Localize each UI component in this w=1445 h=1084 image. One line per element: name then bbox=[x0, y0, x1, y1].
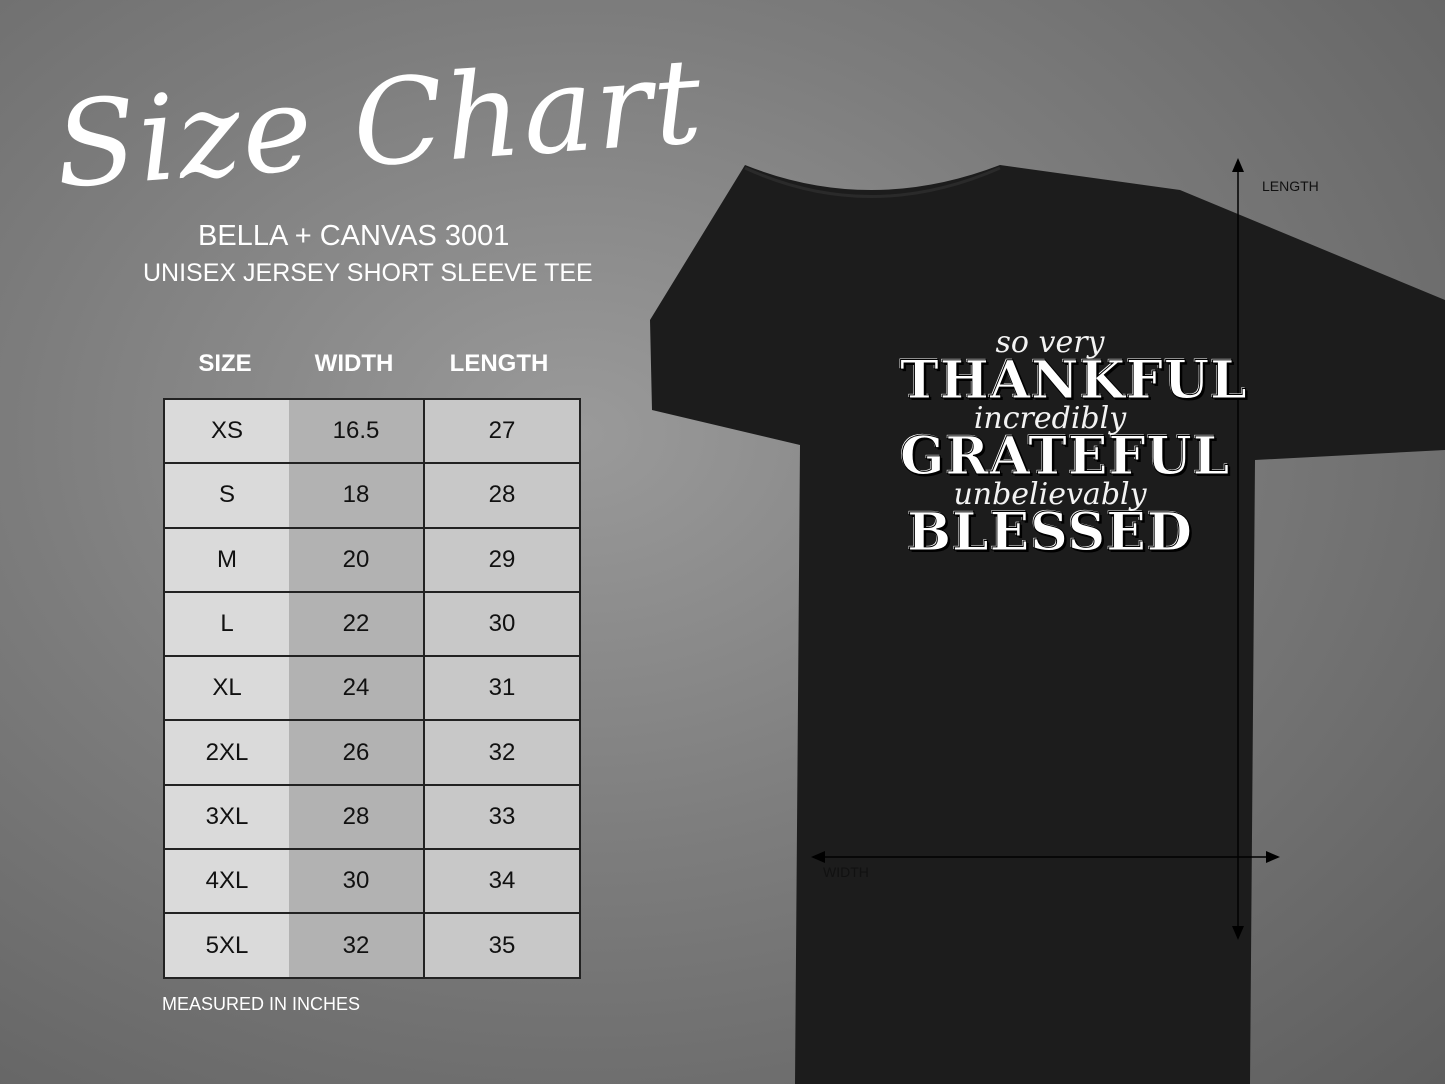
tshirt-shape bbox=[650, 165, 1445, 1084]
units-note: MEASURED IN INCHES bbox=[162, 994, 361, 1014]
product-subtitle: UNISEX JERSEY SHORT SLEEVE TEE bbox=[143, 259, 593, 287]
shirt-print-design: so very THANKFUL incredibly GRATEFUL unb… bbox=[900, 325, 1248, 563]
width-arrow-head-right bbox=[1266, 851, 1280, 863]
width-arrow-head-left bbox=[811, 851, 825, 863]
table-row: XS 16.5 27 bbox=[163, 397, 581, 465]
length-arrow-head-top bbox=[1232, 158, 1244, 172]
width-cell: 24 bbox=[289, 655, 424, 722]
brand-model: BELLA + CANVAS 3001 bbox=[198, 220, 510, 252]
size-cell: XS bbox=[163, 397, 289, 465]
length-cell: 34 bbox=[423, 848, 581, 915]
width-cell: 30 bbox=[289, 848, 424, 915]
table-row: 3XL 28 33 bbox=[163, 783, 581, 851]
column-header-size: SIZE bbox=[198, 350, 252, 377]
table-row: XL 24 31 bbox=[163, 655, 581, 722]
length-cell: 27 bbox=[423, 397, 581, 465]
width-cell: 32 bbox=[289, 912, 424, 979]
size-cell: XL bbox=[163, 655, 289, 722]
width-cell: 28 bbox=[289, 783, 424, 851]
design-line: THANKFUL bbox=[900, 350, 1248, 411]
width-cell: 26 bbox=[289, 719, 424, 786]
length-label: LENGTH bbox=[1262, 178, 1319, 194]
size-cell: 2XL bbox=[163, 719, 289, 786]
size-cell: 3XL bbox=[163, 783, 289, 851]
column-header-length: LENGTH bbox=[449, 350, 549, 377]
size-cell: S bbox=[163, 462, 289, 529]
width-label: WIDTH bbox=[823, 864, 869, 880]
table-row: L 22 30 bbox=[163, 590, 581, 658]
size-cell: M bbox=[163, 526, 289, 593]
column-header-width: WIDTH bbox=[314, 350, 394, 377]
length-arrow-head-bottom bbox=[1232, 926, 1244, 940]
table-row: M 20 29 bbox=[163, 526, 581, 593]
length-cell: 33 bbox=[423, 783, 581, 851]
size-cell: 5XL bbox=[163, 912, 289, 979]
length-cell: 32 bbox=[423, 719, 581, 786]
table-row: 4XL 30 34 bbox=[163, 848, 581, 915]
design-line: GRATEFUL bbox=[900, 426, 1231, 487]
size-cell: L bbox=[163, 590, 289, 658]
size-cell: 4XL bbox=[163, 848, 289, 915]
width-cell: 16.5 bbox=[289, 397, 424, 465]
design-line: incredibly bbox=[973, 401, 1127, 436]
design-line: so very bbox=[995, 325, 1105, 360]
design-line: unbelievably bbox=[953, 477, 1147, 512]
length-cell: 35 bbox=[423, 912, 581, 979]
table-row: 5XL 32 35 bbox=[163, 912, 581, 979]
length-cell: 30 bbox=[423, 590, 581, 658]
length-cell: 29 bbox=[423, 526, 581, 593]
width-cell: 20 bbox=[289, 526, 424, 593]
width-cell: 22 bbox=[289, 590, 424, 658]
table-row: 2XL 26 32 bbox=[163, 719, 581, 786]
length-cell: 31 bbox=[423, 655, 581, 722]
design-line: BLESSED bbox=[907, 502, 1193, 563]
width-cell: 18 bbox=[289, 462, 424, 529]
table-row: S 18 28 bbox=[163, 462, 581, 529]
length-cell: 28 bbox=[423, 462, 581, 529]
collar-seam bbox=[744, 166, 1001, 198]
size-table: XS 16.5 27 S 18 28 M 20 29 L 22 30 XL 24 31 2XL 26 32 3XL 2… bbox=[163, 397, 581, 979]
